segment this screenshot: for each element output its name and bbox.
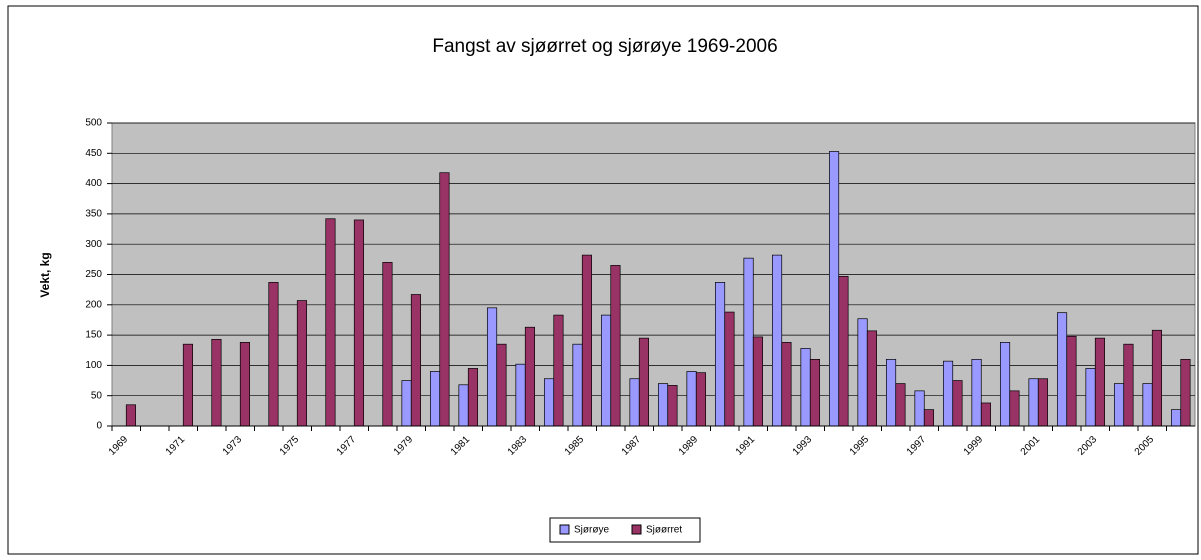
y-tick-label: 100: [85, 360, 102, 371]
y-tick-label: 250: [85, 269, 102, 280]
bar: [496, 343, 507, 427]
bar: [1085, 368, 1096, 427]
bar: [439, 172, 450, 427]
y-tick-label: 450: [85, 148, 102, 159]
bar: [714, 282, 726, 427]
bar: [515, 363, 526, 427]
chart-title: Fangst av sjøørret og sjørøye 1969-2006: [432, 36, 777, 57]
bar: [1151, 329, 1163, 427]
bar: [1066, 335, 1077, 427]
bar: [724, 311, 735, 427]
bar: [410, 294, 422, 427]
bar: [743, 257, 754, 427]
bar: [999, 342, 1011, 427]
bar: [572, 343, 583, 427]
bar: [686, 371, 697, 427]
bar: [581, 254, 593, 427]
bar: [382, 262, 393, 427]
legend-label: Sjørøye: [574, 525, 609, 536]
bar: [553, 314, 564, 427]
bar: [543, 378, 555, 427]
y-tick-label: 400: [85, 178, 102, 189]
bar: [828, 151, 840, 427]
bar: [942, 360, 954, 427]
y-tick-label: 200: [85, 299, 102, 310]
bar: [1123, 343, 1134, 427]
bar: [486, 307, 498, 427]
bar: [325, 218, 336, 427]
bar: [809, 358, 821, 427]
legend-box: [549, 517, 701, 543]
bar: [980, 402, 992, 427]
bar: [524, 326, 536, 427]
bar: [629, 378, 640, 427]
bar: [458, 384, 469, 427]
legend-swatch: [631, 524, 642, 535]
bar: [695, 372, 707, 427]
bar: [211, 338, 222, 427]
y-axis-label: Vekt, kg: [38, 252, 52, 297]
bar: [182, 343, 194, 427]
bar: [1170, 409, 1182, 427]
bar: [1028, 378, 1039, 427]
bar: [1142, 383, 1153, 427]
y-tick-label: 50: [91, 390, 103, 401]
y-tick-label: 0: [96, 421, 102, 432]
legend-swatch: [559, 524, 570, 535]
y-tick-label: 350: [85, 209, 102, 220]
bar: [1056, 312, 1068, 427]
bar: [771, 254, 783, 427]
y-tick-label: 150: [85, 330, 102, 341]
bar: [268, 282, 279, 427]
bar: [1037, 378, 1049, 427]
bar: [952, 380, 963, 427]
bar: [1009, 390, 1020, 427]
bar: [885, 358, 897, 427]
bar: [781, 342, 792, 427]
bar: [429, 371, 441, 427]
bar: [752, 336, 764, 427]
y-tick-label: 500: [85, 118, 102, 129]
bar: [467, 368, 479, 427]
bar: [1113, 383, 1125, 427]
bar: [923, 409, 935, 427]
bar: [914, 390, 925, 427]
bar: [610, 265, 621, 427]
bar: [296, 300, 308, 427]
bar: [895, 383, 906, 427]
bar: [866, 330, 878, 427]
bar: [1094, 337, 1106, 427]
bar: [125, 404, 137, 427]
bar: [838, 275, 849, 427]
y-tick-label: 300: [85, 239, 102, 250]
bar: [600, 314, 612, 427]
bar: [638, 337, 650, 427]
bar: [353, 219, 365, 427]
bar: [1180, 358, 1191, 427]
bar: [657, 383, 669, 427]
legend-label: Sjøørret: [646, 525, 682, 536]
bar: [667, 385, 678, 427]
bar: [800, 348, 811, 427]
bar: [857, 318, 868, 427]
bar: [401, 380, 412, 427]
bar: [239, 342, 251, 427]
bar: [971, 358, 982, 427]
